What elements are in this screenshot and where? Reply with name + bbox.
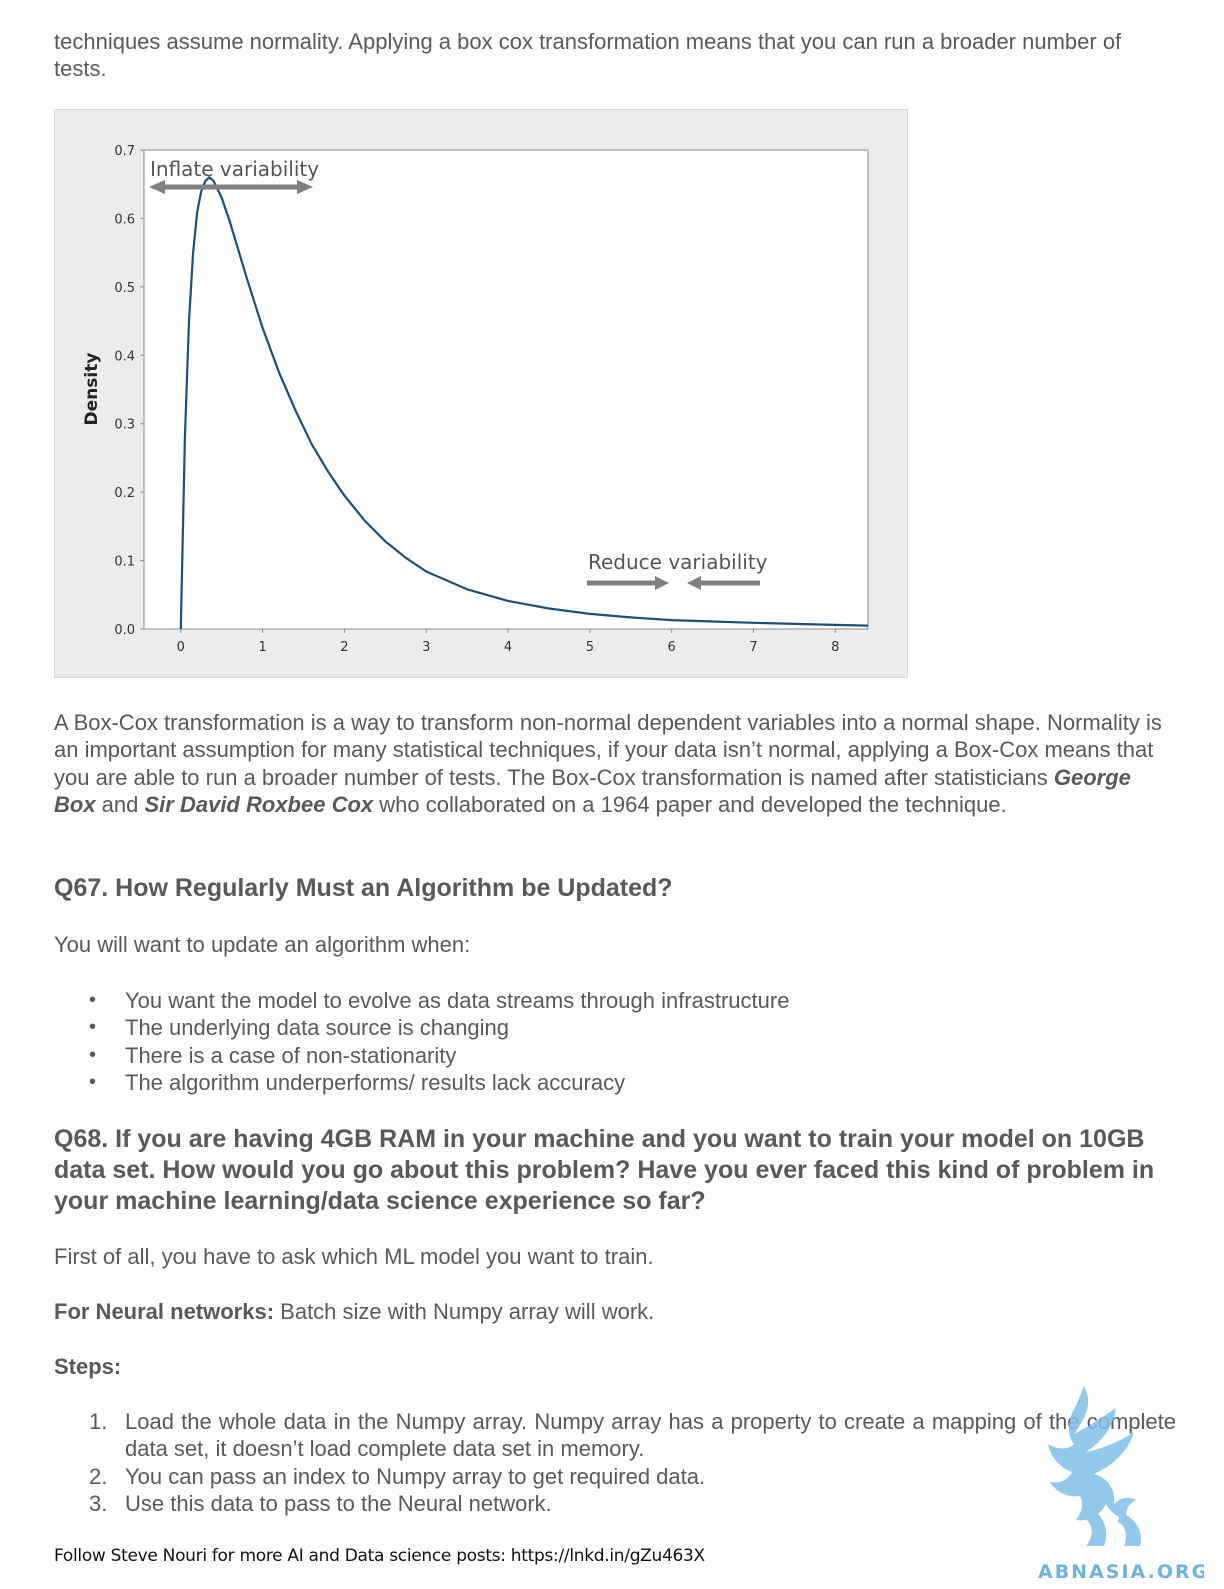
list-item-text: There is a case of non-stationarity xyxy=(125,1042,457,1068)
step-number: 2. xyxy=(89,1463,108,1489)
list-item: • The underlying data source is changing xyxy=(54,1014,1154,1041)
q67-heading: Q67. How Regularly Must an Algorithm be … xyxy=(54,874,673,902)
annotation-reduce-variability: Reduce variability xyxy=(588,550,768,574)
y-tick-label: 0.0 xyxy=(114,623,135,638)
bullet-icon: • xyxy=(89,1016,97,1039)
neural-networks-paragraph: For Neural networks: Batch size with Num… xyxy=(54,1298,1176,1325)
y-tick-label: 0.3 xyxy=(114,418,135,433)
arrow-right-icon xyxy=(655,576,669,590)
steps-list: 1. Load the whole data in the Numpy array… xyxy=(54,1408,1176,1517)
arrow-right-icon xyxy=(297,180,313,194)
list-item-text: The algorithm underperforms/ results lac… xyxy=(125,1069,626,1095)
steps-label: Steps: xyxy=(54,1354,122,1379)
annotation-inflate-variability: Inflate variability xyxy=(150,157,319,181)
step-text: Load the whole data in the Numpy array. … xyxy=(125,1409,1176,1462)
q67-intro: You will want to update an algorithm whe… xyxy=(54,932,471,957)
x-tick-label: 6 xyxy=(668,640,676,655)
chart-svg: 0.0 0.1 0.2 0.3 0.4 0.5 0.6 0.7 0 1 2 3 4 5 6 7 8 Density… xyxy=(82,144,869,655)
x-tick-label: 2 xyxy=(340,640,348,655)
nn-text: Batch size with Numpy array will work. xyxy=(274,1299,655,1324)
para2-text-1: A Box-Cox transformation is a way to tra… xyxy=(54,710,1162,790)
x-tick-label: 3 xyxy=(422,640,430,655)
watermark-text: ABNASIA.ORG xyxy=(1038,1561,1204,1583)
step-item: 3. Use this data to pass to the Neural ne… xyxy=(54,1490,1176,1517)
y-tick-label: 0.6 xyxy=(114,212,135,227)
list-item-text: The underlying data source is changing xyxy=(125,1015,510,1041)
bullet-icon: • xyxy=(89,1070,97,1093)
step-number: 1. xyxy=(89,1409,108,1434)
arrow-left-icon xyxy=(687,576,701,590)
x-tick-label: 0 xyxy=(177,640,185,655)
y-tick-label: 0.7 xyxy=(114,144,135,159)
list-item-text: You want the model to evolve as data str… xyxy=(125,988,790,1013)
griffin-logo-icon: ABNASIA.ORG xyxy=(1038,1386,1207,1583)
q68-heading: Q68. If you are having 4GB RAM in your m… xyxy=(54,1125,1155,1215)
bullet-icon: • xyxy=(89,1043,97,1066)
q68-first-paragraph: First of all, you have to ask which ML m… xyxy=(54,1244,654,1269)
step-text: Use this data to pass to the Neural netw… xyxy=(125,1490,552,1516)
list-item: • There is a case of non-stationarity xyxy=(54,1042,1154,1069)
step-number: 3. xyxy=(89,1490,108,1516)
y-tick-label: 0.1 xyxy=(114,555,135,570)
x-tick-label: 5 xyxy=(586,640,594,655)
plot-area xyxy=(143,149,869,630)
box-cox-density-chart: 0.0 0.1 0.2 0.3 0.4 0.5 0.6 0.7 0 1 2 3 4 5 6 7 8 Density… xyxy=(54,109,908,678)
x-tick-label: 4 xyxy=(504,640,512,655)
name-david-cox: Sir David Roxbee Cox xyxy=(144,791,374,817)
name-george-box: George Box xyxy=(54,764,1131,817)
abnasia-watermark: ABNASIA.ORG xyxy=(1024,1386,1207,1584)
x-tick-label: 7 xyxy=(749,640,757,655)
bullet-icon: • xyxy=(89,989,97,1011)
nn-label: For Neural networks: xyxy=(54,1299,275,1324)
y-axis-label: Density xyxy=(82,353,102,426)
y-tick-label: 0.2 xyxy=(114,486,135,501)
list-item: • You want the model to evolve as data st… xyxy=(54,987,1154,1014)
step-item: 2. You can pass an index to Numpy array t… xyxy=(54,1463,1176,1490)
y-tick-label: 0.4 xyxy=(114,349,135,364)
y-tick-label: 0.5 xyxy=(114,281,135,296)
step-item: 1. Load the whole data in the Numpy array… xyxy=(54,1408,1176,1463)
step-text: You can pass an index to Numpy array to … xyxy=(125,1463,706,1489)
x-tick-label: 1 xyxy=(258,640,266,655)
lead-paragraph: techniques assume normality. Applying a … xyxy=(54,29,1122,82)
x-tick-label: 8 xyxy=(831,640,839,655)
para2-and: and xyxy=(95,791,145,817)
para2-text-2: who collaborated on a 1964 paper and dev… xyxy=(373,791,1007,817)
q67-bullet-list: • You want the model to evolve as data st… xyxy=(54,987,1154,1096)
box-cox-paragraph: A Box-Cox transformation is a way to tra… xyxy=(54,709,1176,818)
arrow-left-icon xyxy=(149,180,165,194)
footer-note: Follow Steve Nouri for more AI and Data … xyxy=(54,1546,705,1566)
list-item: • The algorithm underperforms/ results la… xyxy=(54,1069,1154,1096)
